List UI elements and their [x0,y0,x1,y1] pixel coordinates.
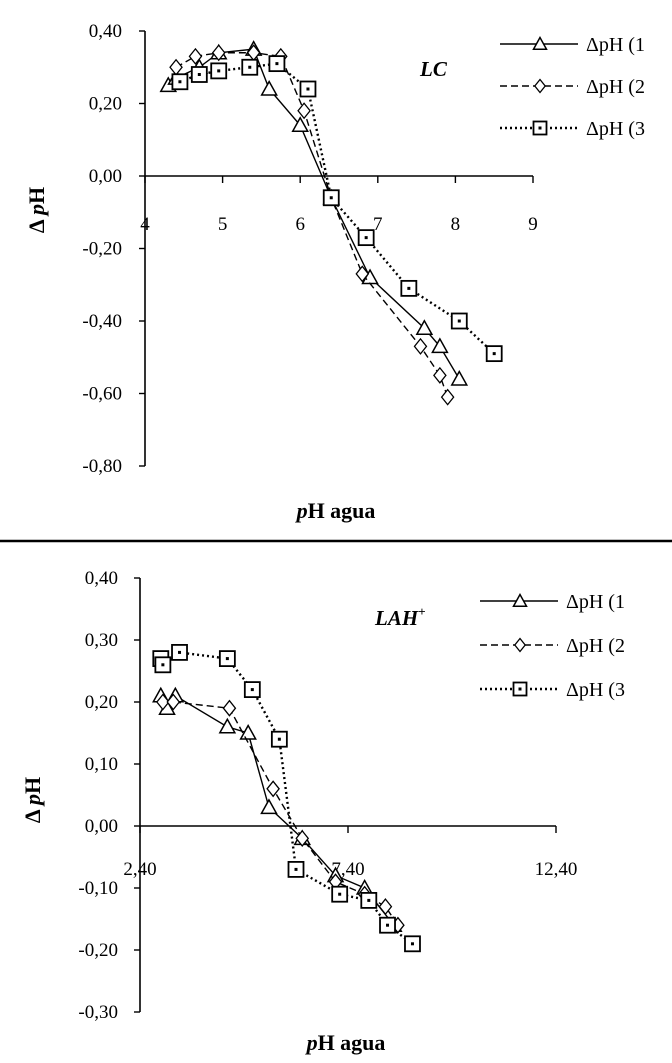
data-point [260,798,278,815]
data-point [413,337,428,355]
square-marker-dot [161,663,165,667]
series-3 [171,55,503,363]
y-tick-label: 0,00 [89,166,122,187]
square-marker-dot [386,923,390,927]
square-marker-dot [197,73,201,76]
legend-marker [513,637,527,653]
square-marker-dot [248,65,252,69]
square-marker-dot [338,892,342,896]
y-tick-label: -0,80 [82,456,122,477]
panel-label-superscript: + [418,604,425,619]
y-tick-label: 0,10 [85,754,118,775]
data-point [156,693,170,711]
data-point [431,337,449,354]
x-axis-title: pH agua [305,1030,386,1055]
legend-label: ΔpH (1 [586,34,645,56]
y-tick-label: -0,60 [82,384,122,405]
square-marker-dot [294,867,298,871]
data-point [260,79,278,96]
y-tick-label: -0,40 [82,311,122,332]
data-point [297,102,311,120]
square-marker-dot [178,80,182,84]
data-point [169,58,183,76]
y-axis-title: Δ pH [24,187,49,233]
y-tick-label: 0,20 [85,692,118,713]
y-tick-label: 0,00 [85,816,118,837]
legend-marker [512,592,528,607]
square-marker-dot [329,196,333,200]
data-point [266,780,280,798]
x-tick-label: 8 [451,214,461,235]
data-point [433,366,447,384]
square-marker-dot [407,286,411,290]
legend-label: ΔpH (3 [586,118,645,140]
square-marker-dot [225,657,229,661]
series-2 [169,44,455,406]
square-marker-dot [250,688,254,692]
data-point [415,319,434,335]
y-tick-label: 0,30 [85,630,118,651]
y-tick-label: 0,40 [89,21,122,42]
legend-label: ΔpH (1 [566,591,625,613]
square-marker-dot [275,62,279,66]
square-marker-dot [367,898,371,902]
data-point [450,369,469,386]
data-point [218,717,237,734]
panel-label: LC [419,57,448,81]
data-point [188,47,203,65]
square-marker-dot [410,942,414,946]
x-tick-label: 6 [295,214,305,235]
panel-label: LAH+ [374,604,426,630]
legend-marker [532,35,548,50]
chart-panel-lc: 0,40 0,20 0,00 -0,20 -0,40 -0,60 -0,80 4 5 6 7 8 9 Δp… [24,21,645,523]
x-axis-title: pH agua [295,498,376,523]
data-point [211,44,226,62]
square-marker-dot [538,126,542,130]
data-point [378,898,393,916]
legend-label: ΔpH (2 [566,635,625,657]
y-axis-title: Δ pH [20,777,45,823]
data-point [295,829,310,847]
square-marker-dot [178,650,182,654]
square-marker-dot [492,352,496,356]
series-3 [152,644,421,953]
data-point [291,116,309,132]
y-tick-label: -0,20 [82,239,122,260]
data-point [239,723,257,740]
x-tick-label: 7 [373,214,383,235]
square-marker-dot [364,236,368,240]
legend-marker [533,78,547,94]
square-marker-dot [277,737,281,741]
y-tick-label: -0,30 [78,1002,118,1023]
y-tick-label: 0,20 [89,94,122,115]
x-tick-label: 12,40 [535,859,578,880]
legend-label: ΔpH (3 [566,679,625,701]
data-point [166,693,181,711]
data-point [355,265,370,283]
x-tick-label: 9 [528,214,538,235]
legend-label: ΔpH (2 [586,76,645,98]
x-tick-label: 2,40 [123,859,156,880]
square-marker-dot [306,87,310,91]
series-line [167,48,460,380]
y-tick-label: 0,40 [85,568,118,589]
square-marker-dot [217,69,221,73]
data-point [222,699,237,717]
x-tick-label: 4 [140,214,150,235]
square-marker-dot [457,319,461,323]
y-tick-label: -0,20 [78,940,118,961]
y-tick-label: -0,10 [78,878,118,899]
data-point [440,388,455,406]
x-tick-label: 5 [218,214,228,235]
chart-panel-lah: 0,400,300,200,100,00-0,10-0,20-0,302,40 7… [20,568,625,1055]
square-marker-dot [518,687,522,691]
